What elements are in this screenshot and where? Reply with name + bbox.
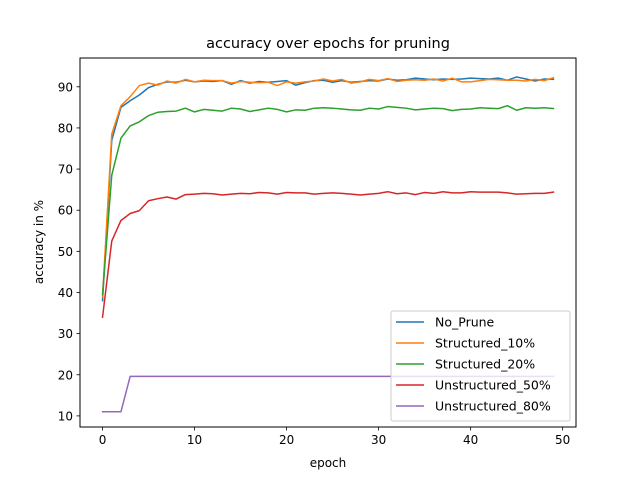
series-line-1 [101, 76, 555, 298]
chart-title: accuracy over epochs for pruning [206, 36, 450, 52]
x-tick-label: 0 [99, 433, 107, 447]
y-tick-label: 40 [58, 286, 73, 300]
legend: No_Prune Structured_10% Structured_20% Unst… [390, 310, 571, 422]
y-tick-label: 20 [58, 368, 73, 382]
plot-frame [79, 57, 577, 428]
legend-label-3: Unstructured_50% [435, 378, 551, 393]
y-tick-label: 70 [58, 163, 73, 177]
y-tick-label: 60 [58, 204, 73, 218]
legend-label-1: Structured_10% [435, 336, 535, 351]
legend-label-2: Structured_20% [435, 357, 535, 372]
y-tick-label: 80 [58, 121, 73, 135]
legend-box [390, 310, 571, 422]
y-axis: 10 20 30 40 50 60 70 80 90 [58, 80, 80, 423]
y-axis-label: accuracy in % [32, 200, 46, 284]
x-axis-label: epoch [310, 456, 347, 470]
series-line-3 [101, 190, 555, 318]
x-tick-label: 30 [371, 433, 386, 447]
x-axis: 0 10 20 30 40 50 [99, 427, 570, 447]
x-tick-label: 20 [279, 433, 294, 447]
series-layer [101, 76, 555, 413]
y-tick-label: 90 [58, 80, 73, 94]
x-tick-label: 50 [555, 433, 570, 447]
x-tick-label: 40 [463, 433, 478, 447]
x-tick-label: 10 [187, 433, 202, 447]
legend-label-0: No_Prune [435, 315, 495, 330]
y-tick-label: 10 [58, 409, 73, 423]
y-tick-label: 30 [58, 327, 73, 341]
y-tick-label: 50 [58, 245, 73, 259]
legend-label-4: Unstructured_80% [435, 399, 551, 414]
series-line-2 [101, 104, 555, 296]
